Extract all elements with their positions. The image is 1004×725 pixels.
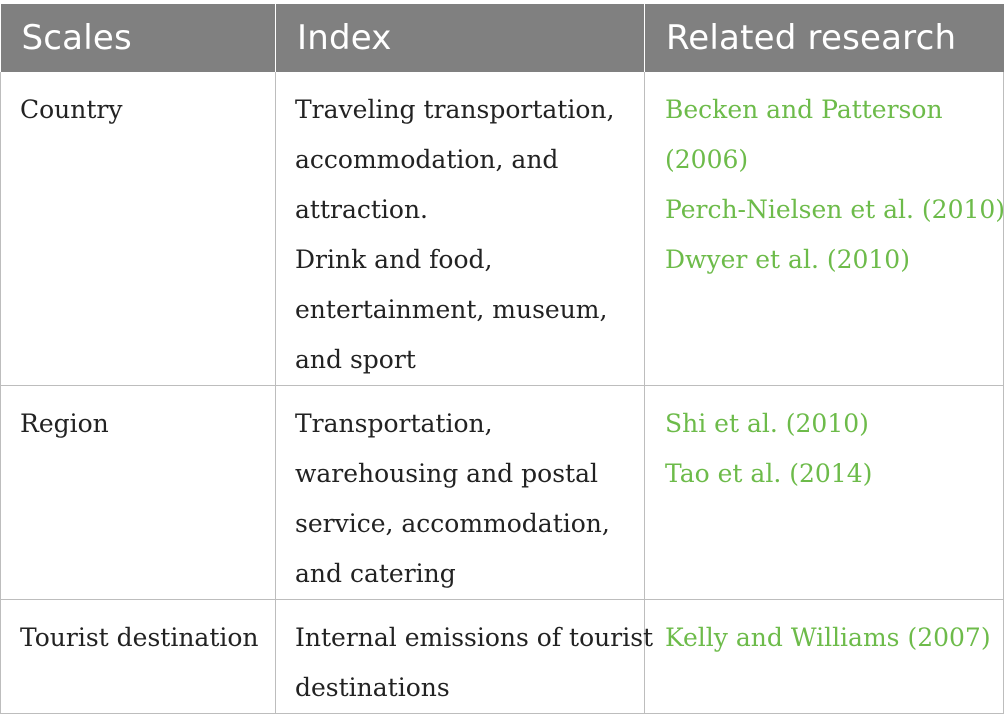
index-line: Internal emissions of tourist [295, 623, 654, 652]
header-index: Index [275, 4, 645, 72]
table-row: Country Traveling transportation, accomm… [0, 72, 1004, 386]
index-line: entertainment, museum, [295, 295, 608, 324]
index-cell: Traveling transportation, accommodation,… [275, 72, 645, 386]
research-cell: Shi et al. (2010) Tao et al. (2014) [644, 385, 1004, 600]
index-line: accommodation, and [295, 145, 559, 174]
index-cell: Transportation, warehousing and postal s… [275, 385, 645, 600]
index-line: warehousing and postal [295, 459, 598, 488]
index-line: and sport [295, 345, 416, 374]
index-cell: Internal emissions of tourist destinatio… [275, 599, 654, 714]
scale-label: Country [20, 95, 123, 124]
scale-label: Region [20, 409, 109, 438]
scale-cell: Region [0, 385, 276, 600]
research-cell: Kelly and Williams (2007) [644, 599, 1004, 714]
table-body: Country Traveling transportation, accomm… [0, 72, 1004, 714]
index-line: Drink and food, [295, 245, 493, 274]
reference-link-becken-patterson[interactable]: Becken and Patterson [665, 95, 943, 124]
table-header: Scales Index Related research [0, 4, 1004, 72]
reference-link-becken-patterson-year[interactable]: (2006) [665, 145, 749, 174]
index-line: Transportation, [295, 409, 493, 438]
research-cell: Becken and Patterson (2006) Perch-Nielse… [644, 72, 1004, 386]
table-row: Tourist destination Internal emissions o… [0, 599, 1004, 714]
reference-link-kelly-williams[interactable]: Kelly and Williams (2007) [665, 623, 991, 652]
index-line: and catering [295, 559, 456, 588]
research-table: Scales Index Related research Country Tr… [0, 4, 1004, 714]
header-related-research: Related research [644, 4, 1004, 72]
reference-link-shi[interactable]: Shi et al. (2010) [665, 409, 869, 438]
scale-label: Tourist destination [20, 623, 259, 652]
scale-cell: Tourist destination [0, 599, 276, 714]
table-row: Region Transportation, warehousing and p… [0, 385, 1004, 600]
index-line: service, accommodation, [295, 509, 610, 538]
header-scales: Scales [0, 4, 276, 72]
index-line: attraction. [295, 195, 428, 224]
header-row: Scales Index Related research [0, 4, 1004, 72]
scale-cell: Country [0, 72, 276, 386]
reference-link-dwyer[interactable]: Dwyer et al. (2010) [665, 245, 910, 274]
reference-link-perch-nielsen[interactable]: Perch-Nielsen et al. (2010) [665, 195, 1004, 224]
index-line: Traveling transportation, [295, 95, 615, 124]
index-line: destinations [295, 673, 450, 702]
reference-link-tao[interactable]: Tao et al. (2014) [665, 459, 873, 488]
